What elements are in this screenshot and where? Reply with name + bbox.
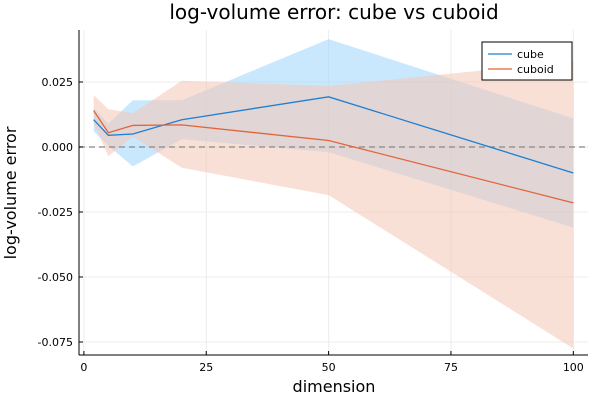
legend-box (481, 41, 573, 81)
x-tick-label: 50 (322, 361, 336, 374)
x-tick-label: 25 (199, 361, 213, 374)
cuboid-legend-label: cuboid (517, 63, 554, 76)
y-tick-label: -0.025 (38, 206, 73, 219)
series-lines (93, 96, 574, 204)
x-tick-labels: 0 25 50 75 100 (80, 361, 583, 374)
y-tick-label: -0.050 (38, 271, 73, 284)
cube-legend-label: cube (517, 48, 544, 61)
x-tick-label: 100 (563, 361, 584, 374)
legend: cube cuboid (481, 41, 573, 81)
y-tick-labels: 0.025 0.000 -0.025 -0.050 -0.075 (38, 76, 73, 349)
cube-line (93, 96, 574, 174)
cuboid-band (93, 61, 574, 349)
y-axis-label: log-volume error (1, 126, 20, 259)
y-tick-label: -0.075 (38, 336, 73, 349)
x-axis-label: dimension (293, 377, 376, 396)
cuboid-line (93, 110, 574, 204)
chart-title: log-volume error: cube vs cuboid (169, 0, 498, 24)
y-tick-label: 0.025 (42, 76, 74, 89)
confidence-bands (93, 39, 574, 349)
axes (78, 30, 588, 356)
x-tick-label: 75 (444, 361, 458, 374)
x-tick-label: 0 (80, 361, 87, 374)
y-tick-label: 0.000 (42, 141, 74, 154)
